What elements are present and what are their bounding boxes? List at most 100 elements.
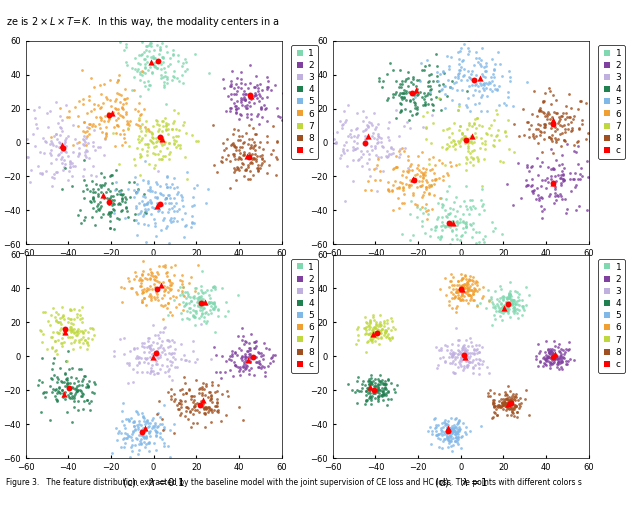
Point bbox=[151, 288, 161, 296]
Point bbox=[396, 89, 406, 97]
Point bbox=[148, 457, 158, 465]
Point bbox=[147, 186, 157, 194]
Point bbox=[406, 181, 416, 189]
Point bbox=[381, 389, 392, 397]
Point bbox=[53, 318, 63, 326]
Point bbox=[484, 78, 494, 86]
Point bbox=[396, 83, 406, 92]
Point bbox=[170, 345, 180, 353]
Point bbox=[554, 347, 564, 355]
Point bbox=[559, 350, 569, 358]
Point bbox=[270, 351, 280, 359]
Point bbox=[405, 96, 415, 104]
Point bbox=[165, 281, 175, 290]
Point bbox=[511, 413, 522, 421]
Point bbox=[420, 92, 430, 100]
Point bbox=[361, 325, 371, 333]
Point bbox=[198, 313, 209, 321]
Point bbox=[159, 214, 170, 222]
Point bbox=[412, 85, 422, 93]
Point bbox=[198, 400, 208, 408]
Point bbox=[159, 199, 170, 207]
Point bbox=[28, 130, 38, 138]
Point bbox=[209, 161, 219, 169]
Point bbox=[142, 417, 152, 426]
Point bbox=[545, 88, 555, 96]
Point bbox=[425, 88, 435, 96]
Point bbox=[129, 345, 139, 353]
Point bbox=[509, 309, 519, 318]
Point bbox=[197, 397, 207, 405]
Point bbox=[376, 137, 387, 146]
Point bbox=[566, 187, 576, 195]
Point bbox=[508, 404, 518, 412]
Point bbox=[433, 213, 443, 221]
Point bbox=[184, 315, 194, 323]
Point bbox=[469, 120, 479, 128]
Point bbox=[323, 136, 333, 144]
Point bbox=[556, 356, 566, 364]
Point bbox=[212, 408, 223, 416]
Point bbox=[417, 217, 428, 225]
Point bbox=[228, 168, 239, 176]
Point bbox=[417, 181, 427, 189]
Point bbox=[157, 132, 168, 140]
Point bbox=[364, 155, 374, 163]
Point bbox=[143, 334, 153, 343]
Point bbox=[438, 126, 448, 134]
Point bbox=[67, 326, 77, 334]
Point bbox=[373, 329, 383, 337]
Point bbox=[562, 205, 572, 213]
Point bbox=[449, 285, 459, 293]
Point bbox=[390, 90, 401, 98]
Point bbox=[257, 159, 268, 167]
Point bbox=[376, 334, 387, 343]
Point bbox=[77, 314, 88, 322]
Point bbox=[169, 390, 179, 398]
Point bbox=[449, 421, 459, 429]
Point bbox=[445, 428, 455, 436]
Point bbox=[90, 220, 100, 229]
Point bbox=[369, 109, 379, 117]
Point bbox=[388, 181, 398, 189]
Point bbox=[383, 152, 394, 160]
Point bbox=[502, 302, 513, 310]
Point bbox=[121, 434, 131, 442]
Point bbox=[493, 82, 504, 90]
Point bbox=[164, 191, 174, 200]
Point bbox=[69, 328, 79, 336]
Point bbox=[425, 423, 435, 431]
Point bbox=[441, 194, 451, 203]
Point bbox=[221, 298, 231, 306]
Point bbox=[31, 120, 41, 128]
Point bbox=[159, 439, 170, 447]
Point bbox=[131, 408, 141, 416]
Point bbox=[446, 425, 456, 433]
Point bbox=[245, 144, 255, 152]
Point bbox=[166, 214, 176, 222]
Point bbox=[86, 197, 96, 206]
Point bbox=[406, 159, 417, 167]
Point bbox=[195, 306, 205, 314]
Point bbox=[554, 357, 564, 365]
Point bbox=[510, 305, 520, 313]
Point bbox=[266, 354, 276, 362]
Point bbox=[508, 298, 518, 306]
Point bbox=[191, 284, 202, 292]
Point bbox=[443, 428, 453, 436]
Point bbox=[139, 105, 149, 114]
Point bbox=[479, 63, 489, 71]
Point bbox=[271, 137, 282, 145]
Point bbox=[545, 345, 556, 353]
Point bbox=[372, 153, 383, 161]
Point bbox=[205, 306, 215, 315]
Point bbox=[499, 400, 509, 408]
Point bbox=[524, 125, 534, 133]
Point bbox=[447, 84, 457, 93]
Point bbox=[340, 117, 351, 125]
Point bbox=[482, 130, 492, 138]
Point bbox=[140, 64, 150, 72]
Point bbox=[152, 133, 163, 142]
Point bbox=[550, 127, 560, 135]
Point bbox=[539, 97, 549, 105]
